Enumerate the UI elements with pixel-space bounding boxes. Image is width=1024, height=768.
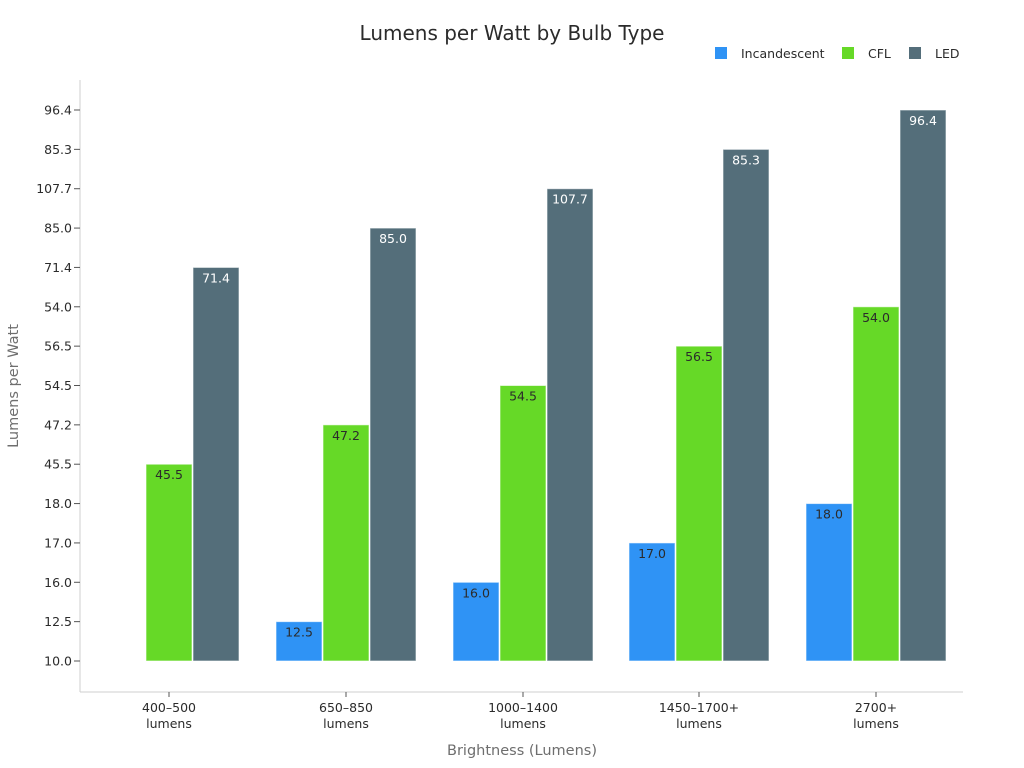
legend: Incandescent CFL LED <box>715 46 960 61</box>
bar-cfl <box>852 306 900 662</box>
bar-value-label: 96.4 <box>909 113 937 128</box>
bar-value-label: 71.4 <box>202 270 230 285</box>
x-category-label: lumens <box>853 716 899 731</box>
bars: 12.5 16.0 17.0 18.0 45.5 47.2 54.5 56.5 54.0 71.4… <box>145 109 947 662</box>
legend-swatch-incandescent <box>715 47 727 59</box>
legend-label: LED <box>935 46 960 61</box>
y-tick-label: 45.5 <box>44 457 72 472</box>
bar-value-label: 85.0 <box>379 231 407 246</box>
y-tick-label: 71.4 <box>44 260 72 275</box>
y-tick-label: 12.5 <box>44 614 72 629</box>
legend-label: Incandescent <box>741 46 825 61</box>
x-category-label: lumens <box>676 716 722 731</box>
bar-incandescent <box>275 621 323 662</box>
bar-incandescent <box>805 503 853 662</box>
bar-led <box>192 266 240 662</box>
x-category-label: lumens <box>146 716 192 731</box>
bar-incandescent <box>452 581 500 662</box>
x-category-label: 1000–1400 <box>488 700 558 715</box>
bar-value-label: 12.5 <box>285 625 313 640</box>
y-axis-title: Lumens per Watt <box>6 324 22 448</box>
bar-cfl <box>145 463 193 662</box>
bar-value-label: 56.5 <box>685 349 713 364</box>
y-tick-label: 18.0 <box>44 496 72 511</box>
y-tick-label: 85.0 <box>44 221 72 236</box>
bar-led <box>722 148 770 662</box>
x-axis-title: Brightness (Lumens) <box>447 743 597 759</box>
legend-swatch-cfl <box>842 47 854 59</box>
bar-cfl <box>499 385 547 662</box>
legend-swatch-led <box>909 47 921 59</box>
y-tick-label: 56.5 <box>44 339 72 354</box>
x-category-label: 2700+ <box>855 700 897 715</box>
x-category-label: 650–850 <box>319 700 373 715</box>
x-axis-labels: 400–500lumens650–850lumens1000–1400lumen… <box>142 692 899 731</box>
y-tick-label: 17.0 <box>44 535 72 550</box>
y-tick-label: 16.0 <box>44 575 72 590</box>
bar-led <box>369 227 417 662</box>
y-tick-label: 107.7 <box>36 181 72 196</box>
y-tick-label: 96.4 <box>44 103 72 118</box>
bar-value-label: 45.5 <box>155 467 183 482</box>
bar-value-label: 16.0 <box>462 585 490 600</box>
bar-cfl <box>322 424 370 662</box>
bar-led <box>546 188 594 662</box>
bar-led <box>899 109 947 662</box>
bar-value-label: 54.5 <box>509 389 537 404</box>
bar-value-label: 85.3 <box>732 152 760 167</box>
x-category-label: 400–500 <box>142 700 196 715</box>
y-tick-label: 54.0 <box>44 299 72 314</box>
bar-incandescent <box>628 542 676 662</box>
x-category-label: 1450–1700+ <box>659 700 739 715</box>
y-tick-label: 10.0 <box>44 654 72 669</box>
bar-value-label: 17.0 <box>638 546 666 561</box>
x-category-label: lumens <box>500 716 546 731</box>
bar-value-label: 47.2 <box>332 428 360 443</box>
y-axis-ticks: 10.0 12.5 16.0 17.0 18.0 45.5 47.2 54.5 56.5 54.0… <box>36 103 80 669</box>
y-tick-label: 47.2 <box>44 417 72 432</box>
chart-title: Lumens per Watt by Bulb Type <box>360 21 665 45</box>
bar-value-label: 18.0 <box>815 507 843 522</box>
bar-value-label: 107.7 <box>552 192 588 207</box>
y-tick-label: 54.5 <box>44 378 72 393</box>
bar-cfl <box>675 345 723 662</box>
bar-value-label: 54.0 <box>862 310 890 325</box>
y-tick-label: 85.3 <box>44 142 72 157</box>
x-category-label: lumens <box>323 716 369 731</box>
legend-label: CFL <box>868 46 891 61</box>
